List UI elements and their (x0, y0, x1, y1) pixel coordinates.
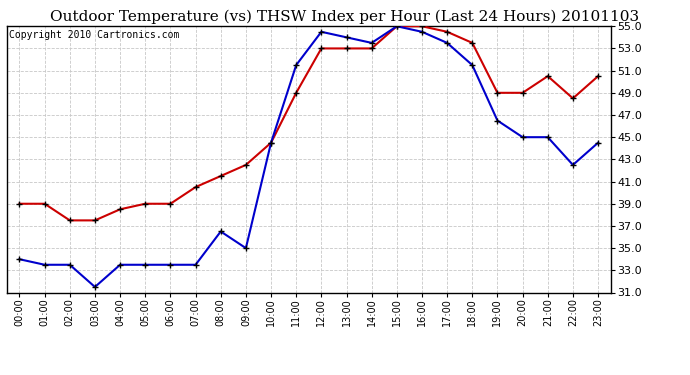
Text: Outdoor Temperature (vs) THSW Index per Hour (Last 24 Hours) 20101103: Outdoor Temperature (vs) THSW Index per … (50, 9, 640, 24)
Text: Copyright 2010 Cartronics.com: Copyright 2010 Cartronics.com (9, 30, 179, 40)
